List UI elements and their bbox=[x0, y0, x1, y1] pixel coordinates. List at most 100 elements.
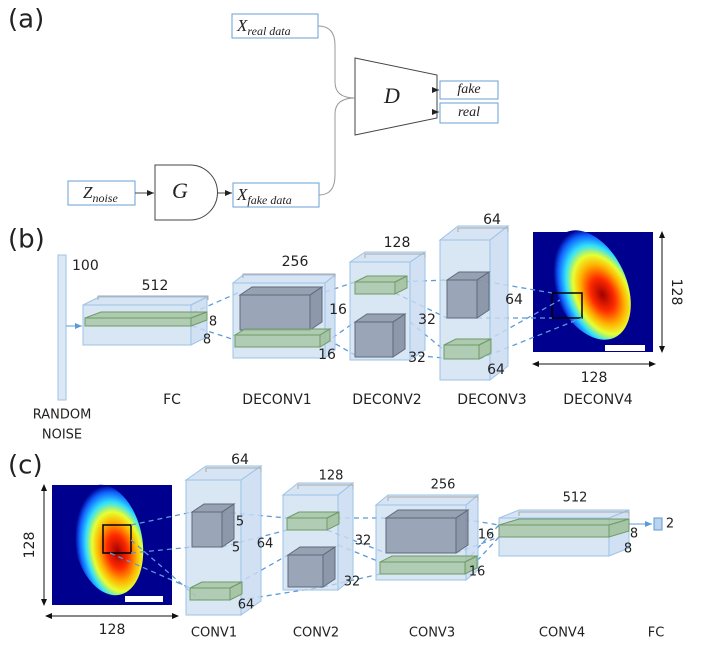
kernel-cube-side bbox=[477, 272, 489, 318]
label: CONV2 bbox=[293, 626, 339, 641]
kernel-cube bbox=[288, 547, 335, 587]
feature-slab-top bbox=[380, 556, 477, 562]
kernel-cube bbox=[355, 314, 405, 357]
label: 128 bbox=[668, 279, 684, 306]
connector bbox=[319, 98, 355, 195]
label: 64 bbox=[487, 362, 505, 378]
kernel-cube bbox=[386, 510, 468, 553]
kernel-cube-front bbox=[240, 295, 310, 330]
feature-volume-top bbox=[83, 297, 207, 305]
label: 100 bbox=[72, 258, 99, 274]
label: DECONV2 bbox=[352, 392, 421, 408]
label: 256 bbox=[282, 254, 309, 270]
math-label: Xreal data bbox=[236, 16, 291, 38]
label: FC bbox=[648, 626, 665, 641]
label: DECONV1 bbox=[242, 392, 311, 408]
feature-slab bbox=[190, 582, 242, 600]
label: 512 bbox=[563, 491, 588, 506]
label: 32 bbox=[344, 575, 361, 590]
label: RANDOM bbox=[33, 408, 92, 423]
label: 2 bbox=[666, 517, 674, 532]
label: 16 bbox=[478, 528, 495, 543]
feature-slab bbox=[444, 339, 491, 359]
label: CONV3 bbox=[409, 626, 455, 641]
feature-slab-front bbox=[380, 562, 465, 574]
kernel-cube-front bbox=[386, 518, 456, 553]
feature-slab bbox=[380, 556, 477, 574]
label: fake bbox=[457, 82, 480, 97]
label: NOISE bbox=[42, 428, 82, 443]
kernel-cube-side bbox=[456, 510, 468, 553]
kernel-cube bbox=[192, 504, 234, 547]
label: 64 bbox=[231, 452, 249, 468]
label: 128 bbox=[384, 235, 411, 251]
feature-slab-top bbox=[85, 312, 207, 318]
scale-bar bbox=[605, 345, 645, 351]
kernel-cube-front bbox=[192, 512, 222, 547]
feature-slab-front bbox=[235, 335, 320, 347]
feature-volume-top bbox=[233, 275, 335, 283]
label: (c) bbox=[8, 451, 43, 481]
label: 8 bbox=[209, 315, 217, 330]
label: DECONV4 bbox=[563, 392, 632, 408]
kernel-cube-side bbox=[310, 287, 322, 330]
label: D bbox=[383, 83, 400, 108]
output-vector bbox=[654, 518, 662, 530]
feature-slab bbox=[85, 312, 207, 326]
page: {"panel_a": {"label": "(a)", "x_real": {… bbox=[0, 0, 701, 648]
label: DECONV3 bbox=[457, 392, 526, 408]
feature-slab-front bbox=[190, 588, 230, 600]
feature-slab-top bbox=[499, 519, 629, 525]
subscript: real data bbox=[247, 24, 290, 38]
kernel-cube-front bbox=[288, 555, 323, 587]
label: 128 bbox=[581, 370, 608, 386]
label: 32 bbox=[355, 534, 372, 549]
label: CONV4 bbox=[539, 626, 585, 641]
label: 256 bbox=[431, 478, 456, 493]
label: 32 bbox=[408, 350, 426, 366]
heatmap-image bbox=[533, 217, 653, 353]
kernel-cube-top bbox=[240, 287, 322, 295]
label: 128 bbox=[319, 469, 344, 484]
kernel-cube bbox=[240, 287, 322, 330]
symbol: X bbox=[236, 16, 248, 35]
label: 128 bbox=[22, 532, 38, 559]
feature-slab-front bbox=[444, 345, 479, 359]
subscript: noise bbox=[92, 191, 118, 205]
label: 8 bbox=[630, 527, 638, 542]
noise-vector bbox=[58, 255, 66, 400]
label: 16 bbox=[318, 347, 336, 363]
label: 8 bbox=[203, 333, 211, 348]
label: 32 bbox=[418, 312, 436, 328]
label: 5 bbox=[232, 541, 240, 556]
label: 64 bbox=[257, 537, 274, 552]
label: 512 bbox=[142, 278, 169, 294]
gan-schematic bbox=[68, 14, 498, 220]
label: 64 bbox=[505, 292, 523, 308]
feature-slab-front bbox=[355, 282, 395, 294]
kernel-cube-top bbox=[386, 510, 468, 518]
label: 16 bbox=[329, 302, 347, 318]
label: 8 bbox=[624, 542, 632, 557]
feature-slab-front bbox=[287, 518, 327, 530]
label: CONV1 bbox=[191, 626, 237, 641]
kernel-cube-front bbox=[355, 322, 393, 357]
feature-slab-top bbox=[235, 329, 330, 335]
math-label: Xfake data bbox=[236, 185, 292, 207]
scale-bar bbox=[125, 596, 163, 602]
feature-slab bbox=[355, 276, 407, 294]
label: real bbox=[458, 105, 480, 120]
label: 64 bbox=[238, 598, 255, 613]
kernel-cube bbox=[447, 272, 489, 318]
label: 5 bbox=[236, 515, 244, 530]
label: 16 bbox=[469, 565, 486, 580]
kernel-cube-front bbox=[447, 280, 477, 318]
math-label: Znoise bbox=[83, 183, 118, 205]
label: 128 bbox=[99, 622, 126, 638]
label: FC bbox=[163, 392, 181, 408]
label: (a) bbox=[8, 5, 44, 35]
connector bbox=[318, 26, 355, 98]
kernel-cube-side bbox=[393, 314, 405, 357]
label: G bbox=[172, 178, 188, 203]
feature-slab-front bbox=[499, 525, 609, 537]
